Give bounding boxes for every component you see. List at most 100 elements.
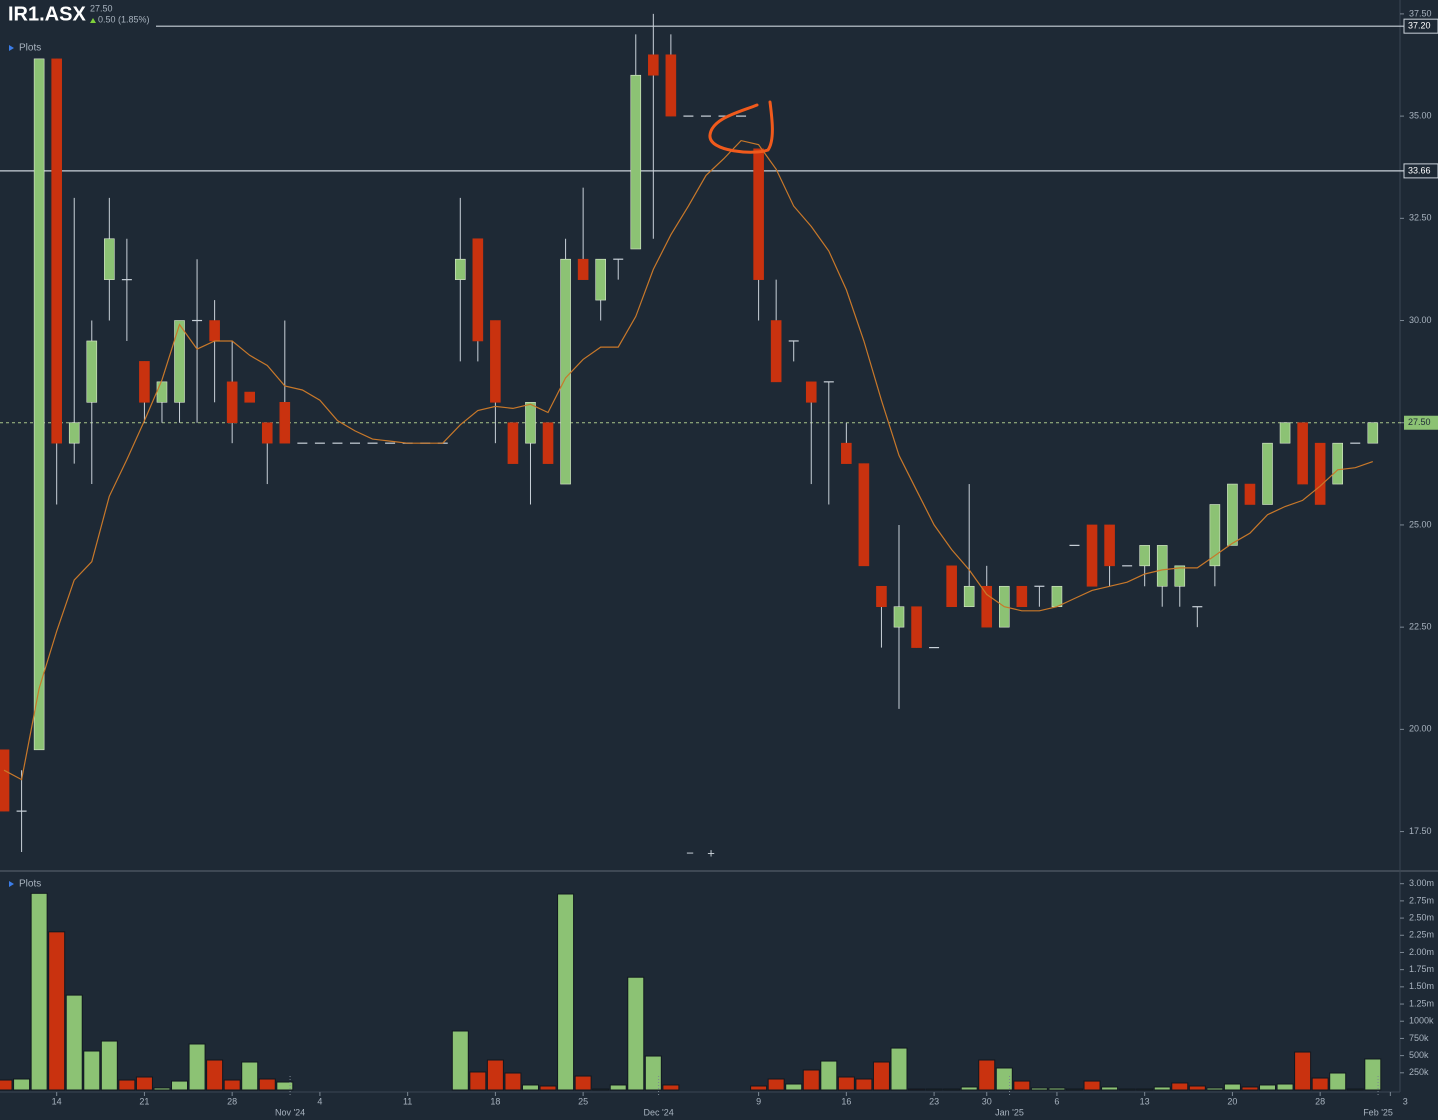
volume-bar xyxy=(1153,1086,1171,1091)
volume-bar xyxy=(978,1059,996,1091)
volume-bar xyxy=(644,1055,662,1091)
volume-bar xyxy=(750,1085,768,1091)
volume-bar xyxy=(241,1061,259,1091)
x-tick-label: 18 xyxy=(490,1096,500,1106)
volume-bar xyxy=(118,1079,136,1091)
volume-bar xyxy=(1065,1088,1083,1091)
x-tick-label: 20 xyxy=(1227,1096,1237,1106)
y-tick-label: 250k xyxy=(1409,1067,1429,1077)
month-label: Feb '25 xyxy=(1363,1107,1393,1117)
candle-body xyxy=(525,401,536,444)
y-tick-label: 1.50m xyxy=(1409,981,1434,991)
candle-body xyxy=(68,422,80,444)
candle-body xyxy=(1244,483,1256,505)
x-tick-label: 30 xyxy=(982,1096,992,1106)
x-tick-label: 25 xyxy=(578,1096,588,1106)
candle-body xyxy=(595,258,606,301)
candle-body xyxy=(156,381,168,403)
plots-label: Plots xyxy=(19,879,41,890)
volume-bar xyxy=(1346,1088,1364,1091)
volume-bar xyxy=(1013,1080,1031,1091)
y-tick-label: 32.50 xyxy=(1409,213,1432,223)
last-price-bg xyxy=(1404,415,1438,430)
volume-bar xyxy=(960,1086,978,1091)
volume-bar xyxy=(1083,1080,1101,1091)
moving-average xyxy=(3,139,1373,781)
x-tick-label: 16 xyxy=(841,1096,851,1106)
y-tick-label: 2.25m xyxy=(1409,930,1434,940)
candle-body xyxy=(226,381,238,424)
volume-bar xyxy=(1171,1082,1189,1091)
volume-bar xyxy=(83,1050,101,1091)
candle-body xyxy=(876,585,887,608)
candle-body xyxy=(911,606,922,648)
candle-body xyxy=(1367,422,1379,444)
volume-bar xyxy=(1223,1083,1241,1091)
x-tick-label: 14 xyxy=(52,1096,62,1106)
candle-body xyxy=(1086,524,1098,587)
candle-body xyxy=(454,258,466,280)
candle-body xyxy=(1314,442,1326,505)
volume-bar xyxy=(995,1067,1013,1091)
volume-bar xyxy=(469,1071,487,1091)
y-tick-label: 37.50 xyxy=(1409,8,1432,18)
volume-bar xyxy=(48,931,66,1091)
candle-body xyxy=(1156,545,1168,587)
x-tick-label: 3 xyxy=(1403,1096,1408,1106)
volume-bar xyxy=(557,893,575,1091)
volume-bar xyxy=(627,976,645,1091)
candle-body xyxy=(542,422,554,464)
candle-body xyxy=(1279,422,1291,444)
candle-body xyxy=(560,258,571,485)
y-tick-label: 2.50m xyxy=(1409,912,1434,922)
x-tick-label: 28 xyxy=(227,1096,237,1106)
y-tick-label: 3.00m xyxy=(1409,878,1434,888)
candle-body xyxy=(1016,585,1028,608)
level-label-bg xyxy=(1403,18,1438,34)
x-tick-label: 4 xyxy=(317,1096,322,1106)
volume-bar xyxy=(153,1087,171,1091)
candle-body xyxy=(841,442,852,464)
month-label: Jan '25 xyxy=(995,1107,1024,1117)
candle-body xyxy=(209,320,220,342)
volume-bar xyxy=(486,1059,504,1091)
up-arrow xyxy=(90,18,96,23)
month-label: Dec '24 xyxy=(643,1107,673,1117)
plots-icon xyxy=(9,881,14,887)
volume-bar xyxy=(574,1075,592,1091)
candle-body xyxy=(1209,504,1221,567)
candle-body xyxy=(1227,483,1238,546)
volume-bar xyxy=(1329,1072,1347,1091)
volume-bar xyxy=(662,1084,680,1091)
volume-bar xyxy=(521,1084,539,1091)
volume-bar xyxy=(65,994,83,1091)
volume-bar xyxy=(1241,1086,1259,1091)
y-tick-label: 25.00 xyxy=(1409,519,1432,529)
volume-bar xyxy=(223,1079,241,1091)
zoom-out[interactable]: − xyxy=(686,845,694,860)
candle-body xyxy=(279,401,291,444)
candle-body xyxy=(1297,422,1308,485)
x-tick-label: 11 xyxy=(403,1096,412,1106)
candle-body xyxy=(472,238,484,342)
volume-bar xyxy=(1206,1087,1224,1091)
volume-bar xyxy=(767,1078,785,1091)
volume-bar xyxy=(925,1088,943,1091)
zoom-in[interactable]: + xyxy=(707,845,715,860)
volume-bar xyxy=(837,1076,855,1091)
volume-bar xyxy=(1101,1086,1119,1091)
candle-body xyxy=(648,54,659,76)
candle-body xyxy=(104,238,115,280)
volume-bar xyxy=(258,1078,276,1091)
y-tick-label: 2.00m xyxy=(1409,947,1434,957)
volume-bar xyxy=(802,1069,820,1091)
candle-body xyxy=(770,320,782,383)
candle-body xyxy=(1262,442,1273,505)
candle-body xyxy=(665,54,677,117)
volume-bar xyxy=(30,892,48,1091)
y-tick-label: 2.75m xyxy=(1409,895,1434,905)
volume-bar xyxy=(890,1047,908,1091)
